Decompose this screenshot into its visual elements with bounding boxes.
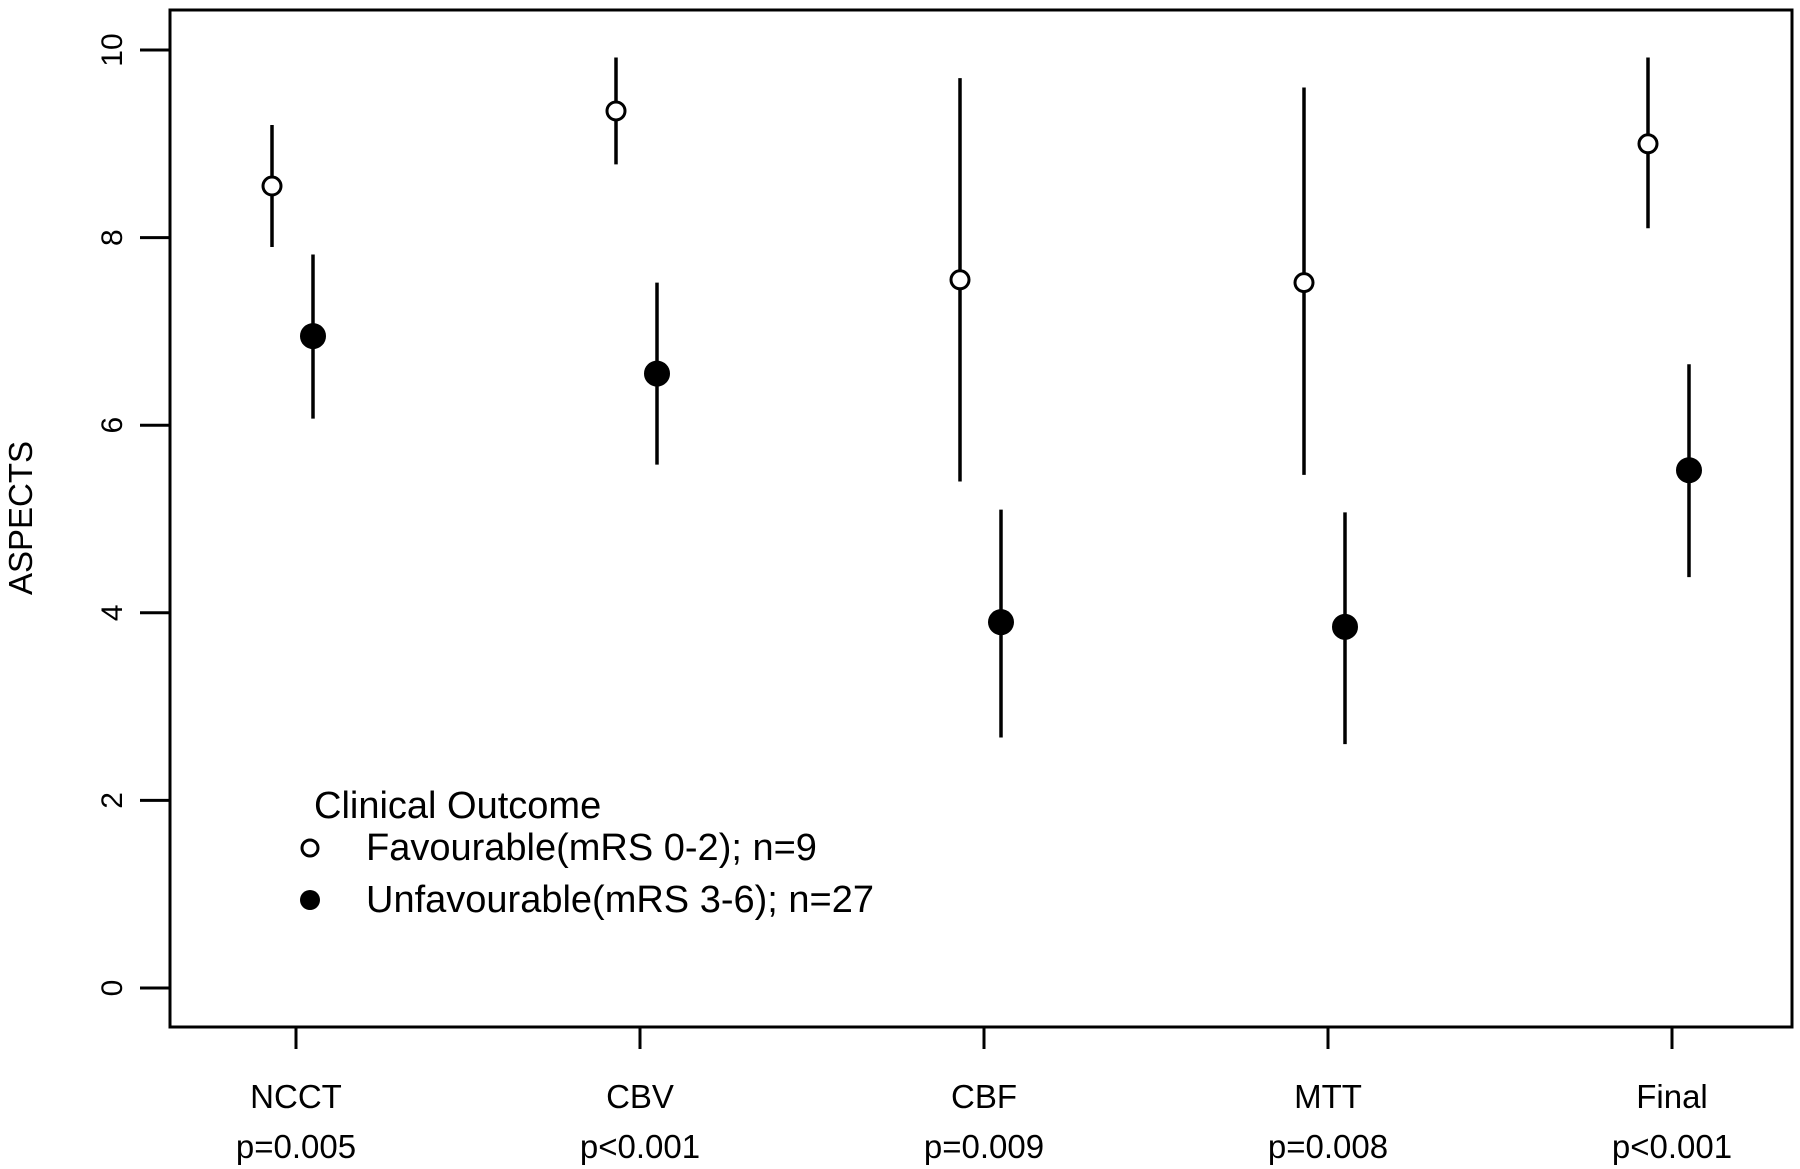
data-point: [1637, 133, 1659, 155]
y-axis-label: ASPECTS: [2, 441, 39, 595]
y-tick-label: 0: [96, 980, 129, 997]
data-point: [1293, 272, 1315, 294]
data-point: [988, 609, 1014, 636]
x-pvalue-label: p=0.005: [236, 1128, 356, 1165]
y-tick-label: 2: [96, 792, 129, 809]
x-tick-label: Final: [1636, 1078, 1708, 1115]
data-point: [261, 175, 283, 197]
x-axis: NCCT p=0.005 CBV p<0.001 CBF p=0.009 MTT p=0.00…: [236, 1025, 1732, 1165]
x-tick-label: NCCT: [250, 1078, 342, 1115]
series-layer: [261, 57, 1702, 745]
legend-marker: [300, 838, 320, 858]
x-pvalue-label: p<0.001: [1612, 1128, 1732, 1165]
x-tick-label: CBF: [951, 1078, 1017, 1115]
data-point: [949, 269, 971, 291]
data-point: [1332, 613, 1358, 640]
y-tick-label: 6: [96, 417, 129, 434]
y-tick-label: 8: [96, 229, 129, 246]
legend-title: Clinical Outcome: [314, 785, 601, 827]
legend-entries: Favourable(mRS 0-2); n=9 Unfavourable(mRS…: [300, 827, 874, 921]
data-point: [300, 323, 326, 350]
data-point: [1676, 457, 1702, 484]
data-point: [605, 100, 627, 122]
y-tick-label: 4: [96, 604, 129, 621]
x-tick-label: MTT: [1294, 1078, 1362, 1115]
legend-entry-label: Favourable(mRS 0-2); n=9: [366, 827, 817, 869]
plot-frame: [168, 8, 1794, 1029]
legend-entry-label: Unfavourable(mRS 3-6); n=27: [366, 879, 874, 921]
legend: Clinical Outcome Favourable(mRS 0-2); n=…: [300, 785, 874, 921]
x-pvalue-label: p<0.001: [580, 1128, 700, 1165]
series-1: [261, 57, 1659, 482]
data-point: [644, 360, 670, 387]
x-pvalue-label: p=0.008: [1268, 1128, 1388, 1165]
x-tick-label: CBV: [606, 1078, 674, 1115]
series-2: [300, 254, 1702, 745]
x-pvalue-label: p=0.009: [924, 1128, 1044, 1165]
legend-marker: [300, 890, 320, 910]
y-tick-label: 10: [96, 33, 129, 66]
y-axis: 0 2 4 6 8 10: [96, 33, 172, 997]
